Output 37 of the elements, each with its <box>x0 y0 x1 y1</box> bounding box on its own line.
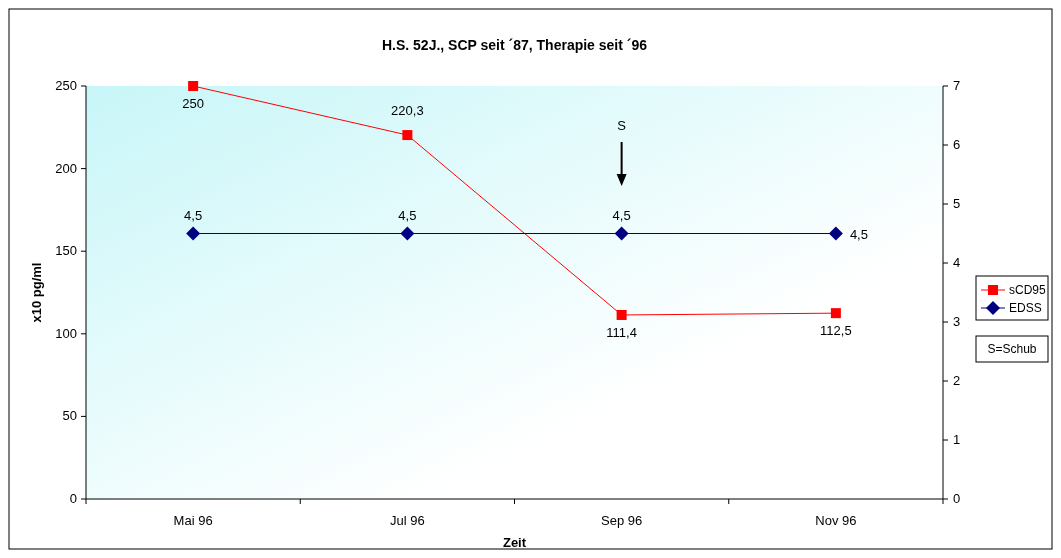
legend-label: sCD95 <box>1009 283 1047 297</box>
data-label: 4,5 <box>612 207 631 223</box>
text: S=Schub <box>987 342 1037 356</box>
y2-tick-label: 4 <box>953 255 961 270</box>
legend-label: EDSS <box>1009 301 1042 315</box>
y-tick-label: 150 <box>55 243 77 259</box>
y2-tick-label: 7 <box>953 78 961 93</box>
x-tick-label: Mai 96 <box>173 513 213 528</box>
y-tick-label: 100 <box>55 325 77 341</box>
y2-tick-label: 3 <box>953 314 961 329</box>
y-tick-label: 50 <box>62 408 77 424</box>
data-label: 4,5 <box>398 207 417 223</box>
y2-tick-label: 6 <box>953 137 961 152</box>
annotation: S <box>617 118 627 133</box>
y-tick-label: 0 <box>69 491 77 506</box>
y2-tick-label: 0 <box>953 491 961 506</box>
data-label: 220,3 <box>391 103 424 119</box>
data-label: 111,4 <box>606 324 637 340</box>
x-axis-title: Zeit <box>502 535 527 550</box>
y-axis-title: x10 pg/ml <box>29 262 44 323</box>
y-tick-label: 250 <box>55 78 77 93</box>
point <box>188 81 199 91</box>
point <box>402 130 413 141</box>
data-label: 112,5 <box>820 323 852 339</box>
x-tick-label: Jul 96 <box>390 513 425 528</box>
data-label: 250 <box>182 96 204 111</box>
point <box>830 308 841 319</box>
y2-tick-label: 2 <box>953 373 961 388</box>
x-tick-label: Nov 96 <box>815 513 857 528</box>
chart-title: H.S. 52J., SCP seit ´87, Therapie seit ´96 <box>381 37 648 53</box>
y2-tick-label: 5 <box>953 196 961 211</box>
data-label: 4,5 <box>184 207 203 223</box>
y-tick-label: 200 <box>55 160 77 176</box>
y2-tick-label: 1 <box>953 432 961 447</box>
point <box>616 309 627 320</box>
x-tick-label: Sep 96 <box>601 513 643 528</box>
data-label: 4,5 <box>849 226 868 242</box>
